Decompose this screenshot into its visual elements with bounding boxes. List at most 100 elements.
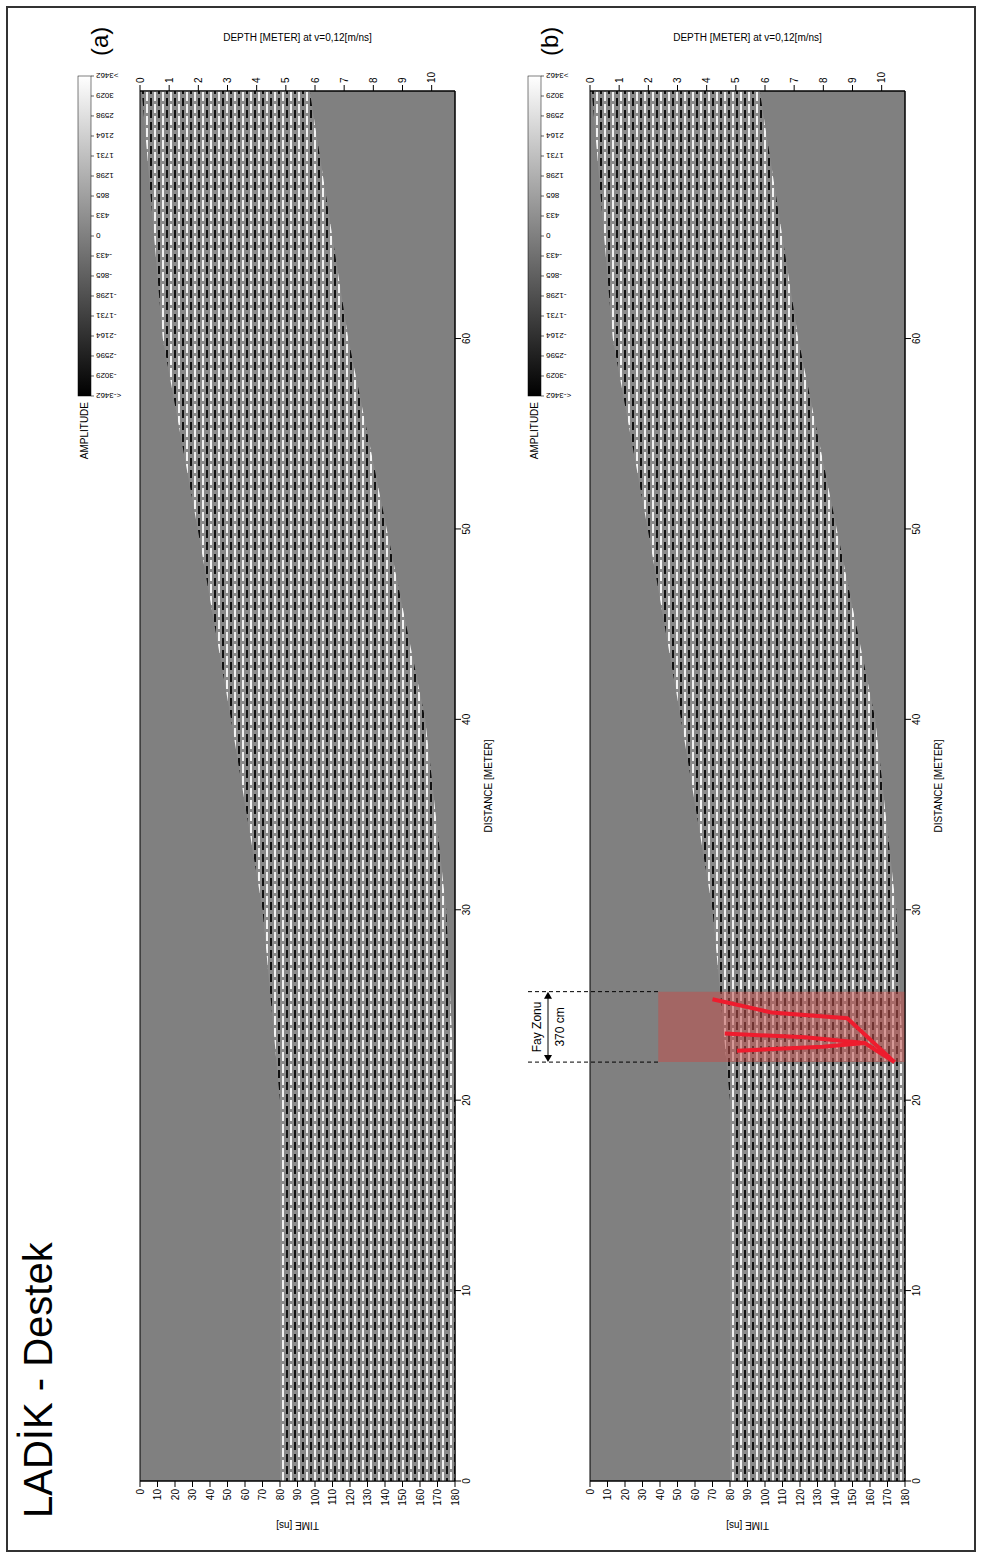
- svg-text:10: 10: [876, 71, 887, 83]
- svg-text:5: 5: [280, 77, 291, 83]
- svg-text:-2164: -2164: [545, 331, 566, 340]
- svg-text:7: 7: [789, 77, 800, 83]
- svg-text:110: 110: [777, 1489, 788, 1505]
- svg-text:-2164: -2164: [95, 331, 116, 340]
- svg-text:-865: -865: [545, 271, 562, 280]
- svg-text:DEPTH [METER] at v=0,12[m/ns]: DEPTH [METER] at v=0,12[m/ns]: [673, 32, 822, 43]
- svg-text:-865: -865: [95, 271, 112, 280]
- svg-text:100: 100: [760, 1489, 771, 1506]
- svg-text:DISTANCE [METER]: DISTANCE [METER]: [933, 739, 944, 832]
- svg-text:130: 130: [812, 1489, 823, 1506]
- svg-text:DISTANCE [METER]: DISTANCE [METER]: [483, 739, 494, 832]
- svg-text:20: 20: [911, 1094, 922, 1106]
- svg-text:433: 433: [545, 211, 559, 220]
- svg-text:80: 80: [725, 1489, 736, 1501]
- svg-text:2598: 2598: [95, 111, 113, 120]
- svg-text:8: 8: [368, 77, 379, 83]
- svg-text:60: 60: [690, 1489, 701, 1501]
- svg-text:>3462: >3462: [95, 71, 118, 80]
- svg-text:180: 180: [900, 1489, 911, 1506]
- svg-text:TIME [ns]: TIME [ns]: [726, 1520, 769, 1531]
- svg-text:120: 120: [345, 1489, 356, 1506]
- svg-text:70: 70: [707, 1489, 718, 1501]
- svg-text:10: 10: [911, 1285, 922, 1297]
- svg-text:>3462: >3462: [545, 71, 568, 80]
- svg-text:1731: 1731: [95, 151, 113, 160]
- svg-text:2164: 2164: [545, 131, 563, 140]
- svg-text:170: 170: [432, 1489, 443, 1506]
- svg-text:90: 90: [742, 1489, 753, 1501]
- svg-text:0: 0: [135, 1489, 146, 1495]
- svg-text:40: 40: [205, 1489, 216, 1501]
- svg-text:70: 70: [257, 1489, 268, 1501]
- svg-text:150: 150: [847, 1489, 858, 1506]
- svg-text:<-3462: <-3462: [545, 391, 571, 400]
- svg-text:30: 30: [187, 1489, 198, 1501]
- svg-text:80: 80: [275, 1489, 286, 1501]
- svg-text:30: 30: [637, 1489, 648, 1501]
- svg-text:20: 20: [461, 1094, 472, 1106]
- svg-text:50: 50: [222, 1489, 233, 1501]
- svg-text:3029: 3029: [545, 91, 563, 100]
- svg-text:40: 40: [911, 713, 922, 725]
- svg-text:-2596: -2596: [95, 351, 116, 360]
- svg-text:120: 120: [795, 1489, 806, 1506]
- svg-text:100: 100: [310, 1489, 321, 1506]
- svg-text:20: 20: [170, 1489, 181, 1501]
- svg-text:(b): (b): [536, 27, 563, 56]
- svg-text:865: 865: [545, 191, 559, 200]
- svg-text:2: 2: [643, 77, 654, 83]
- svg-text:10: 10: [426, 71, 437, 83]
- svg-text:865: 865: [95, 191, 109, 200]
- svg-text:3: 3: [222, 77, 233, 83]
- svg-text:50: 50: [461, 523, 472, 535]
- svg-text:1: 1: [164, 77, 175, 83]
- svg-text:180: 180: [450, 1489, 461, 1506]
- svg-text:DEPTH [METER] at v=0,12[m/ns]: DEPTH [METER] at v=0,12[m/ns]: [223, 32, 372, 43]
- svg-text:0: 0: [911, 1478, 922, 1484]
- svg-text:10: 10: [152, 1489, 163, 1501]
- svg-text:50: 50: [911, 523, 922, 535]
- svg-text:10: 10: [602, 1489, 613, 1501]
- svg-text:90: 90: [292, 1489, 303, 1501]
- svg-text:-2596: -2596: [545, 351, 566, 360]
- svg-text:1298: 1298: [545, 171, 563, 180]
- svg-text:TIME [ns]: TIME [ns]: [276, 1520, 319, 1531]
- svg-text:1298: 1298: [95, 171, 113, 180]
- svg-text:Fay Zonu: Fay Zonu: [530, 1002, 544, 1053]
- svg-text:170: 170: [882, 1489, 893, 1506]
- svg-text:-1298: -1298: [545, 291, 566, 300]
- svg-text:-1731: -1731: [95, 311, 116, 320]
- svg-text:40: 40: [655, 1489, 666, 1501]
- svg-text:40: 40: [461, 713, 472, 725]
- svg-text:0: 0: [545, 231, 550, 240]
- svg-text:30: 30: [461, 904, 472, 916]
- svg-text:0: 0: [95, 231, 100, 240]
- svg-text:140: 140: [380, 1489, 391, 1506]
- svg-text:0: 0: [585, 77, 596, 83]
- svg-text:3: 3: [672, 77, 683, 83]
- svg-text:4: 4: [701, 77, 712, 83]
- svg-text:(a): (a): [86, 27, 113, 56]
- svg-text:-3029: -3029: [545, 371, 566, 380]
- svg-text:0: 0: [585, 1489, 596, 1495]
- svg-text:30: 30: [911, 904, 922, 916]
- svg-text:130: 130: [362, 1489, 373, 1506]
- svg-text:0: 0: [135, 77, 146, 83]
- svg-text:160: 160: [415, 1489, 426, 1506]
- svg-text:0: 0: [461, 1478, 472, 1484]
- svg-text:2164: 2164: [95, 131, 113, 140]
- svg-text:5: 5: [730, 77, 741, 83]
- svg-text:AMPLITUDE: AMPLITUDE: [79, 402, 90, 460]
- svg-text:4: 4: [251, 77, 262, 83]
- svg-text:160: 160: [865, 1489, 876, 1506]
- svg-text:370 cm: 370 cm: [553, 1007, 567, 1046]
- svg-text:60: 60: [461, 333, 472, 345]
- svg-text:2598: 2598: [545, 111, 563, 120]
- svg-text:-1298: -1298: [95, 291, 116, 300]
- svg-text:9: 9: [847, 77, 858, 83]
- svg-text:2: 2: [193, 77, 204, 83]
- svg-text:8: 8: [818, 77, 829, 83]
- svg-text:60: 60: [911, 333, 922, 345]
- svg-text:9: 9: [397, 77, 408, 83]
